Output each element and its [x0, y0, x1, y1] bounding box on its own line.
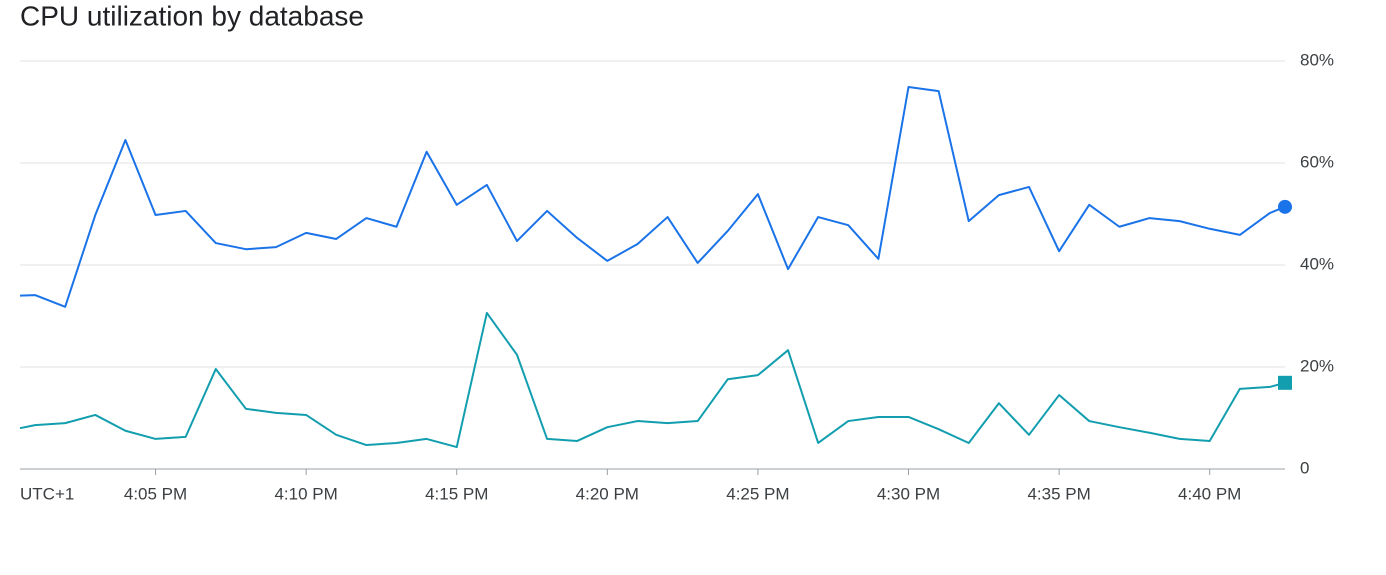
series-line	[19, 86, 1286, 308]
x-tick-label: 4:05 PM	[124, 484, 187, 503]
chart-title: CPU utilization by database	[20, 0, 364, 31]
y-tick-label: 20%	[1300, 356, 1334, 375]
x-tick-label: 4:15 PM	[425, 484, 488, 503]
end-marker	[1278, 375, 1292, 390]
x-tick-label: 4:25 PM	[726, 484, 789, 503]
timezone-label: UTC+1	[20, 484, 74, 503]
x-tick-label: 4:30 PM	[877, 484, 940, 503]
y-tick-label: 60%	[1300, 152, 1334, 171]
y-tick-label: 0	[1300, 458, 1309, 477]
end-marker	[1278, 199, 1292, 214]
x-tick-label: 4:40 PM	[1178, 484, 1241, 503]
x-tick-label: 4:35 PM	[1027, 484, 1090, 503]
series-line	[19, 311, 1286, 449]
x-tick-label: 4:10 PM	[274, 484, 337, 503]
y-tick-label: 40%	[1300, 254, 1334, 273]
y-tick-label: 80%	[1300, 50, 1334, 69]
x-tick-label: 4:20 PM	[576, 484, 639, 503]
